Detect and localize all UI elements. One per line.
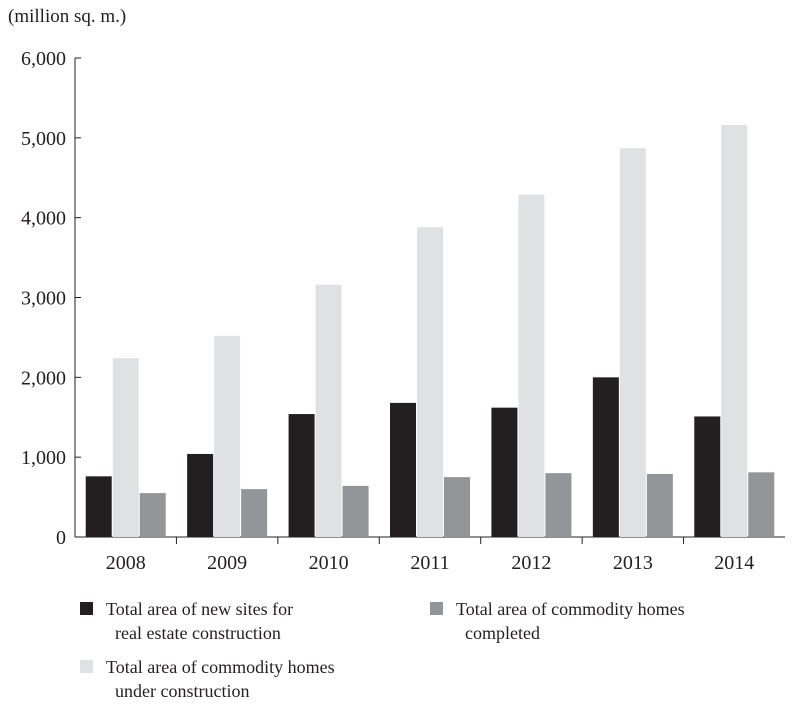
legend-label-homes-completed: Total area of commodity homes completed <box>456 599 685 643</box>
bar-2008-series-2 <box>112 358 139 537</box>
bar-2013-series-2 <box>619 148 646 537</box>
bar-2009-series-2 <box>214 335 241 537</box>
bar-2014-series-2 <box>721 125 748 537</box>
bar-2012-series-3 <box>545 473 572 537</box>
y-tick-label: 0 <box>56 527 66 549</box>
x-tick-label: 2011 <box>410 552 449 574</box>
x-tick-label: 2013 <box>613 552 653 574</box>
x-tick-label: 2010 <box>309 552 349 574</box>
bar-2012-series-2 <box>518 194 545 537</box>
bar-2010-series-2 <box>315 284 342 537</box>
bar-2011-series-3 <box>444 477 470 537</box>
x-tick-label: 2014 <box>714 552 754 574</box>
legend-swatch-new-sites <box>80 602 93 615</box>
y-axis-unit-label: (million sq. m.) <box>8 6 127 27</box>
x-tick-label: 2008 <box>106 552 146 574</box>
y-tick-label: 2,000 <box>21 367 66 389</box>
legend-swatch-homes-under-construction <box>80 660 93 673</box>
bar-2011-series-2 <box>417 227 443 537</box>
bar-2008-series-1 <box>85 476 112 537</box>
y-tick-label: 6,000 <box>21 48 66 70</box>
bar-2009-series-1 <box>187 453 214 537</box>
y-tick-label: 3,000 <box>21 288 66 310</box>
legend-label-new-sites: Total area of new sites for real estate … <box>106 599 294 643</box>
bar-2013-series-1 <box>592 377 619 537</box>
y-tick-label: 1,000 <box>21 447 66 469</box>
legend-swatch-homes-completed <box>430 602 443 615</box>
bar-2010-series-1 <box>288 414 315 537</box>
bar-2009-series-3 <box>241 489 268 537</box>
x-tick-label: 2012 <box>511 552 551 574</box>
bar-2012-series-1 <box>491 407 518 537</box>
y-tick-label: 5,000 <box>21 128 66 150</box>
bar-2014-series-1 <box>694 416 721 537</box>
bar-chart: 0 1,000 2,000 3,000 4,000 5,000 6,000 2008 2009 2… <box>21 48 785 574</box>
bar-2011-series-1 <box>390 402 416 537</box>
bar-2008-series-3 <box>139 493 166 537</box>
bar-2014-series-3 <box>748 472 775 537</box>
bar-2010-series-3 <box>342 485 369 537</box>
x-tick-label: 2009 <box>207 552 247 574</box>
bar-2013-series-3 <box>646 473 673 537</box>
legend-label-homes-under-construction: Total area of commodity homes under cons… <box>106 657 335 701</box>
y-tick-label: 4,000 <box>21 208 66 230</box>
